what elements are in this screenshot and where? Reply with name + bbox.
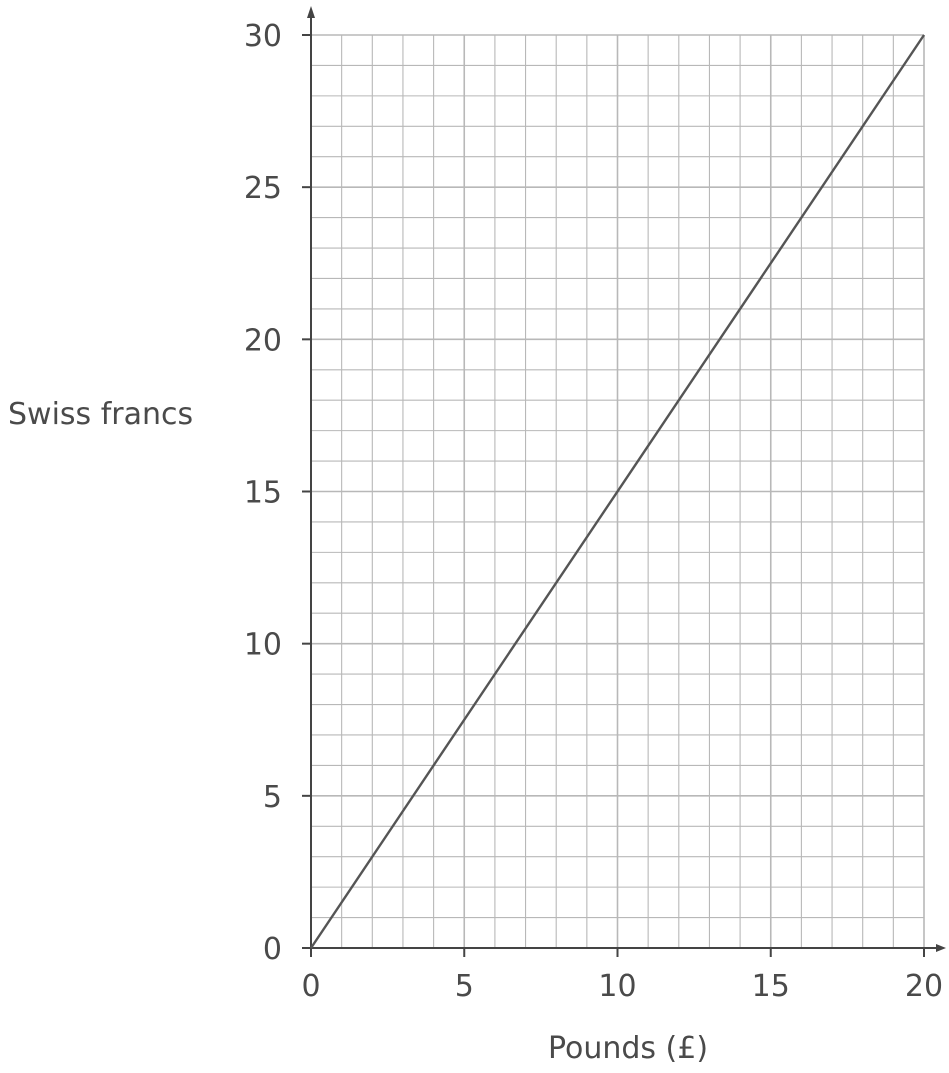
x-axis-arrow (936, 944, 946, 952)
x-tick-label: 0 (301, 969, 320, 1004)
axes (302, 6, 946, 957)
x-tick-label: 5 (455, 969, 474, 1004)
x-tick-label: 10 (598, 969, 636, 1004)
y-tick-label: 20 (244, 323, 282, 358)
y-tick-label: 25 (244, 171, 282, 206)
y-axis-title: Swiss francs (8, 397, 193, 432)
y-tick-label: 30 (244, 19, 282, 54)
x-tick-label: 15 (752, 969, 790, 1004)
y-tick-label: 15 (244, 476, 282, 511)
x-axis-title: Pounds (£) (548, 1031, 708, 1066)
y-tick-label: 10 (244, 628, 282, 663)
tick-labels: 0 5 10 15 20 0 5 10 15 20 25 30 (244, 19, 943, 1004)
x-tick-label: 20 (905, 969, 943, 1004)
conversion-line (310, 34, 925, 949)
y-tick-label: 5 (263, 780, 282, 815)
y-axis-arrow (307, 6, 315, 18)
series-layer (310, 34, 925, 949)
y-tick-label: 0 (263, 932, 282, 967)
